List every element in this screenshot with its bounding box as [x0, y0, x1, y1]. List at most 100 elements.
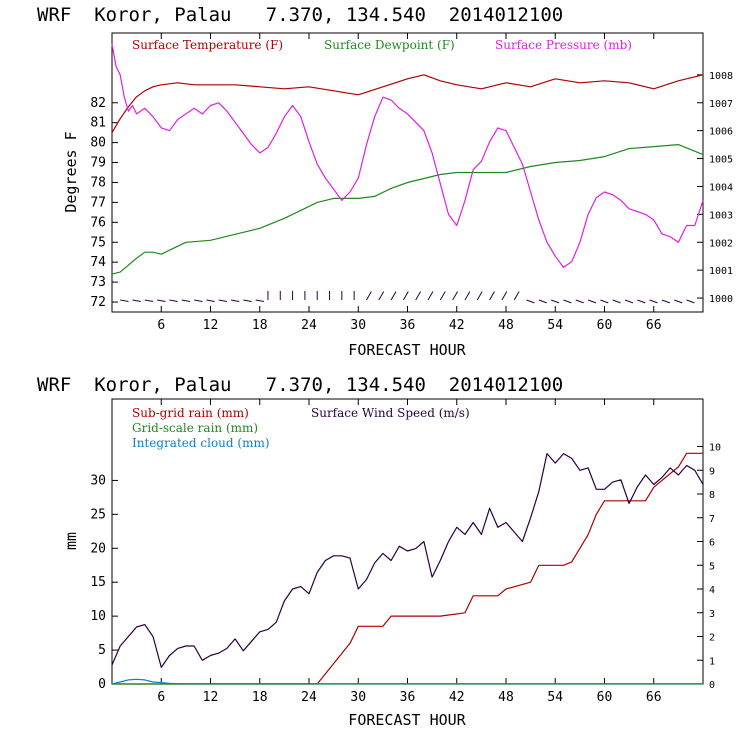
panel2-y-axis-label: mm — [62, 532, 80, 550]
x-tick-label: 30 — [350, 318, 366, 333]
y-tick-label: 5 — [98, 643, 106, 658]
wind-barb — [526, 299, 535, 304]
panel2-series — [111, 452, 704, 685]
legend-subgrid-rain: Sub-grid rain (mm) — [132, 406, 249, 420]
wind-barb — [255, 299, 265, 302]
right-y-tick-label: 8 — [709, 490, 715, 501]
x-tick-label: 42 — [449, 318, 465, 333]
right-y-tick-label: 1 — [709, 656, 715, 667]
wind-barb — [550, 299, 560, 304]
wind-barb — [206, 299, 215, 302]
legend-integrated-cloud: Integrated cloud (mm) — [132, 436, 270, 450]
wind-barb — [464, 291, 471, 301]
precipitation-panel: WRF Koror, Palau 7.370, 134.540 20140121… — [37, 374, 721, 729]
panel1-x-axis-label: FORECAST HOUR — [348, 341, 466, 359]
wind-barb — [157, 299, 166, 302]
series-line-surface-temperature-f — [111, 74, 704, 133]
right-y-tick-label: 6 — [709, 538, 715, 549]
wind-barb — [439, 291, 446, 301]
wind-barb — [476, 291, 483, 301]
panel1-series — [111, 44, 704, 275]
x-tick-label: 66 — [646, 690, 662, 705]
right-y-tick-label: 1005 — [709, 155, 733, 166]
legend-gridscale-rain: Grid-scale rain (mm) — [132, 421, 258, 435]
wind-barb — [169, 299, 178, 302]
wind-barb — [181, 299, 191, 302]
panel2-title: WRF Koror, Palau 7.370, 134.540 20140121… — [37, 374, 563, 396]
right-y-tick-label: 7 — [709, 514, 715, 525]
y-tick-label: 20 — [90, 541, 106, 556]
right-y-tick-label: 1003 — [709, 210, 733, 221]
y-tick-label: 72 — [90, 295, 106, 310]
panel1-y-ticks: 72 73 74 75 76 77 78 79 80 81 82 — [90, 96, 118, 310]
y-tick-label: 78 — [90, 175, 106, 190]
y-tick-label: 82 — [90, 96, 106, 111]
series-line-integrated-cloud-mm — [111, 678, 703, 685]
wind-barbs — [120, 290, 695, 304]
temperature-panel: WRF Koror, Palau 7.370, 134.540 20140121… — [37, 4, 733, 359]
wind-barb — [563, 299, 572, 304]
panel1-right-y-ticks: 1000 1001 1002 1003 1004 1005 1006 1007 1008 — [697, 71, 733, 305]
right-y-tick-label: 3 — [709, 609, 715, 620]
panel1-x-ticks: 6 12 18 24 30 36 42 48 54 60 66 — [157, 33, 662, 333]
wind-barb — [612, 299, 621, 304]
wind-barb — [661, 299, 671, 304]
series-line-surface-pressure-mb — [111, 44, 704, 268]
x-tick-label: 12 — [203, 318, 219, 333]
wind-barb — [390, 291, 397, 301]
right-y-tick-label: 1004 — [709, 182, 733, 193]
y-tick-label: 10 — [90, 609, 106, 624]
y-tick-label: 79 — [90, 156, 106, 171]
x-tick-label: 54 — [547, 318, 563, 333]
right-y-tick-label: 1008 — [709, 71, 733, 82]
right-y-tick-label: 9 — [709, 466, 715, 477]
panel2-x-axis-label: FORECAST HOUR — [348, 711, 466, 729]
wind-barb — [513, 291, 520, 301]
legend-surface-temperature: Surface Temperature (F) — [132, 38, 283, 52]
y-tick-label: 77 — [90, 195, 106, 210]
wind-barb — [415, 291, 422, 301]
y-tick-label: 25 — [90, 507, 106, 522]
wind-barb — [624, 299, 634, 304]
x-tick-label: 30 — [350, 690, 366, 705]
panel2-x-ticks: 6 12 18 24 30 36 42 48 54 60 66 — [157, 399, 662, 705]
wind-barb — [501, 291, 508, 301]
wind-barb — [218, 299, 228, 302]
wind-barb — [366, 291, 372, 301]
y-tick-label: 75 — [90, 235, 106, 250]
right-y-tick-label: 10 — [709, 443, 721, 454]
legend-surface-dewpoint: Surface Dewpoint (F) — [324, 38, 455, 52]
wind-barb — [402, 291, 409, 301]
legend-surface-wind-speed: Surface Wind Speed (m/s) — [311, 406, 470, 420]
wind-barb — [243, 299, 252, 302]
wind-barb — [489, 291, 495, 301]
wind-barb — [144, 299, 154, 302]
right-y-tick-label: 0 — [709, 680, 715, 691]
wind-barb — [674, 299, 683, 304]
y-tick-label: 74 — [90, 255, 106, 270]
wind-barb — [230, 299, 240, 302]
y-tick-label: 73 — [90, 275, 106, 290]
x-tick-label: 48 — [498, 318, 514, 333]
x-tick-label: 12 — [203, 690, 219, 705]
x-tick-label: 54 — [547, 690, 563, 705]
x-tick-label: 66 — [646, 318, 662, 333]
y-tick-label: 0 — [98, 677, 106, 692]
y-tick-label: 76 — [90, 215, 106, 230]
wind-barb — [452, 291, 458, 301]
wind-barb — [649, 299, 658, 304]
right-y-tick-label: 1006 — [709, 127, 733, 138]
panel1-y-axis-label: Degrees F — [62, 131, 80, 212]
wind-barb — [120, 299, 129, 302]
wind-barb — [378, 291, 385, 301]
y-tick-label: 81 — [90, 116, 106, 131]
x-tick-label: 24 — [301, 318, 317, 333]
x-tick-label: 6 — [157, 318, 165, 333]
wind-barb — [427, 291, 434, 301]
wind-barb — [132, 299, 141, 302]
wind-barb — [575, 299, 584, 304]
x-tick-label: 36 — [400, 318, 416, 333]
right-y-tick-label: 2 — [709, 633, 715, 644]
panel1-frame — [111, 32, 704, 313]
